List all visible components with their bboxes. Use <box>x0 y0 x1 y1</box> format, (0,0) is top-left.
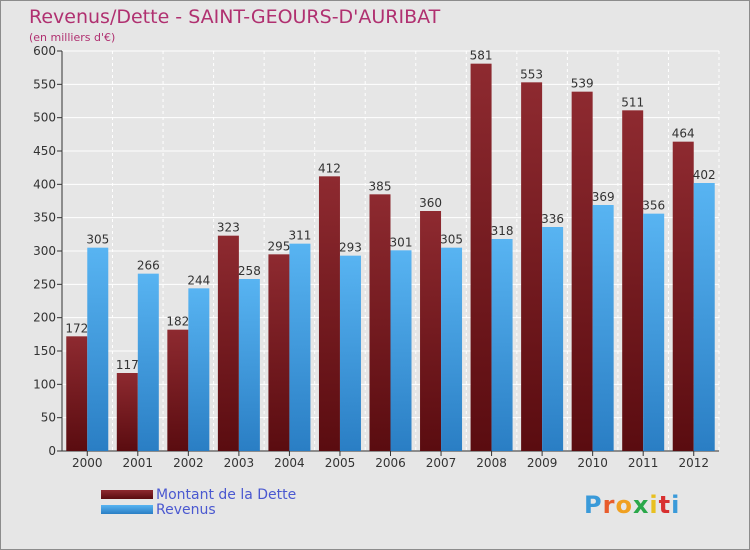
y-tick-label: 450 <box>33 144 56 158</box>
data-label-debt: 385 <box>369 179 392 193</box>
data-label-debt: 182 <box>166 315 189 329</box>
bar-debt <box>369 194 391 452</box>
logo-letter: x <box>632 491 650 519</box>
data-label-revenue: 318 <box>491 224 514 238</box>
data-label-revenue: 356 <box>642 199 665 213</box>
data-label-debt: 581 <box>470 49 493 63</box>
data-label-debt: 553 <box>520 67 543 81</box>
bar-debt <box>318 176 340 452</box>
x-tick-label: 2006 <box>375 456 406 470</box>
y-tick-label: 300 <box>33 244 56 258</box>
data-label-debt: 295 <box>267 239 290 253</box>
logo-letter: P <box>584 491 603 519</box>
y-tick-label: 500 <box>33 111 56 125</box>
x-tick-label: 2000 <box>72 456 103 470</box>
data-label-debt: 511 <box>621 95 644 109</box>
bar-debt <box>66 336 88 451</box>
x-tick-label: 2003 <box>224 456 255 470</box>
x-tick-label: 2002 <box>173 456 204 470</box>
bar-debt <box>420 211 442 451</box>
bar-debt <box>470 63 492 452</box>
bar-revenue <box>339 255 361 451</box>
logo-letter: i <box>671 491 681 519</box>
y-tick-label: 150 <box>33 344 56 358</box>
data-label-revenue: 244 <box>187 273 210 287</box>
data-label-revenue: 305 <box>86 233 109 247</box>
chart-legend: Montant de la Dette Revenus <box>101 486 297 518</box>
y-tick-label: 400 <box>33 177 56 191</box>
y-tick-label: 250 <box>33 277 56 291</box>
bar-revenue <box>137 273 159 451</box>
bar-revenue <box>390 250 412 451</box>
bar-revenue <box>441 247 463 451</box>
bar-debt <box>217 235 239 451</box>
bar-debt <box>672 141 694 451</box>
x-tick-label: 2008 <box>476 456 507 470</box>
y-tick-label: 100 <box>33 377 56 391</box>
chart-title: Revenus/Dette - SAINT-GEOURS-D'AURIBAT <box>29 6 441 28</box>
legend-swatch-revenue <box>101 505 153 514</box>
y-tick-label: 600 <box>33 44 56 58</box>
data-label-debt: 464 <box>672 127 695 141</box>
y-tick-label: 50 <box>41 411 56 425</box>
bar-revenue <box>289 243 311 451</box>
bar-debt <box>622 110 644 451</box>
bar-revenue <box>491 239 513 451</box>
x-tick-label: 2010 <box>577 456 608 470</box>
legend-item-debt: Montant de la Dette <box>101 486 297 503</box>
x-tick-label: 2007 <box>426 456 457 470</box>
bar-revenue <box>87 247 109 451</box>
logo-letter: t <box>658 491 672 519</box>
data-label-debt: 172 <box>65 321 88 335</box>
x-tick-label: 2001 <box>123 456 154 470</box>
x-tick-label: 2011 <box>628 456 659 470</box>
chart-subtitle: (en milliers d'€) <box>29 31 116 44</box>
data-label-revenue: 402 <box>693 168 716 182</box>
data-label-debt: 360 <box>419 196 442 210</box>
bar-revenue <box>188 288 210 451</box>
data-label-debt: 323 <box>217 221 240 235</box>
legend-label-revenue: Revenus <box>156 501 216 518</box>
data-label-debt: 539 <box>571 77 594 91</box>
data-label-revenue: 369 <box>592 190 615 204</box>
legend-label-debt: Montant de la Dette <box>156 486 297 503</box>
logo-letter: r <box>602 491 616 519</box>
data-label-revenue: 266 <box>137 259 160 273</box>
x-tick-label: 2012 <box>678 456 709 470</box>
bar-revenue <box>238 279 260 451</box>
proxiti-logo: Proxiti <box>584 491 680 519</box>
data-label-debt: 117 <box>116 358 139 372</box>
data-label-revenue: 336 <box>541 212 564 226</box>
legend-swatch-debt <box>101 490 153 499</box>
y-tick-label: 550 <box>33 77 56 91</box>
y-tick-label: 350 <box>33 211 56 225</box>
data-label-revenue: 305 <box>440 233 463 247</box>
y-tick-label: 200 <box>33 311 56 325</box>
x-tick-label: 2009 <box>527 456 558 470</box>
logo-letter: i <box>649 491 659 519</box>
data-label-revenue: 311 <box>288 229 311 243</box>
data-label-revenue: 301 <box>390 235 413 249</box>
bar-debt <box>167 329 189 451</box>
data-label-revenue: 293 <box>339 241 362 255</box>
x-tick-label: 2004 <box>274 456 305 470</box>
bar-debt <box>268 254 290 451</box>
bar-revenue <box>643 213 665 451</box>
y-tick-label: 0 <box>48 444 56 458</box>
bar-revenue <box>542 227 564 451</box>
bar-revenue <box>592 205 614 451</box>
x-tick-label: 2005 <box>325 456 356 470</box>
bar-debt <box>521 82 543 451</box>
data-label-revenue: 258 <box>238 264 261 278</box>
bar-debt <box>116 373 138 451</box>
data-label-debt: 412 <box>318 161 341 175</box>
logo-letter: o <box>615 491 633 519</box>
legend-item-revenue: Revenus <box>101 501 296 518</box>
bar-revenue <box>693 183 715 451</box>
bar-debt <box>571 91 593 452</box>
